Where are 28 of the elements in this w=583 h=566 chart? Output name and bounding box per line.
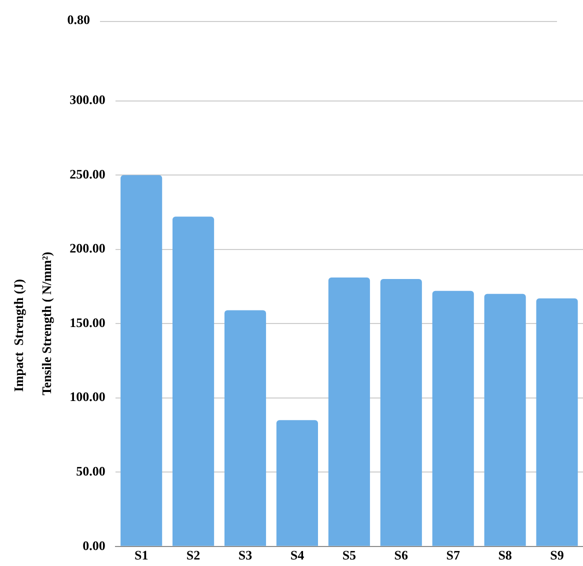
- y-tick-label: 250.00: [70, 166, 106, 182]
- x-tick-label: S4: [290, 548, 305, 563]
- y-tick-label: 0.00: [82, 538, 106, 553]
- y-tick-label: 50.00: [76, 463, 106, 478]
- y-tick-label: 300.00: [70, 92, 106, 108]
- bar: [276, 420, 318, 546]
- bar: [172, 216, 214, 546]
- x-tick-label: S3: [238, 548, 253, 563]
- x-tick-label: S9: [550, 548, 564, 563]
- y-tick-label: 200.00: [70, 240, 106, 256]
- bar: [484, 294, 526, 546]
- bar: [224, 310, 266, 546]
- x-tick-label: S2: [186, 548, 200, 563]
- x-tick-label: S7: [446, 548, 460, 563]
- bar: [120, 175, 162, 546]
- y-axis-title: Tensile Strength ( N/mm²): [39, 252, 54, 396]
- text: 0.80: [66, 12, 90, 28]
- bar: [432, 290, 474, 546]
- y-tick-label: 100.00: [70, 389, 106, 404]
- x-tick-label: S5: [342, 548, 357, 563]
- x-tick-label: S8: [498, 548, 512, 563]
- y-tick-label: 150.00: [70, 314, 106, 330]
- text: Impact Strength (J): [11, 278, 27, 392]
- bar: [328, 278, 370, 546]
- bar: [536, 298, 578, 546]
- x-tick-label: S6: [394, 548, 408, 563]
- x-tick-label: S1: [134, 548, 148, 563]
- bar: [380, 279, 422, 546]
